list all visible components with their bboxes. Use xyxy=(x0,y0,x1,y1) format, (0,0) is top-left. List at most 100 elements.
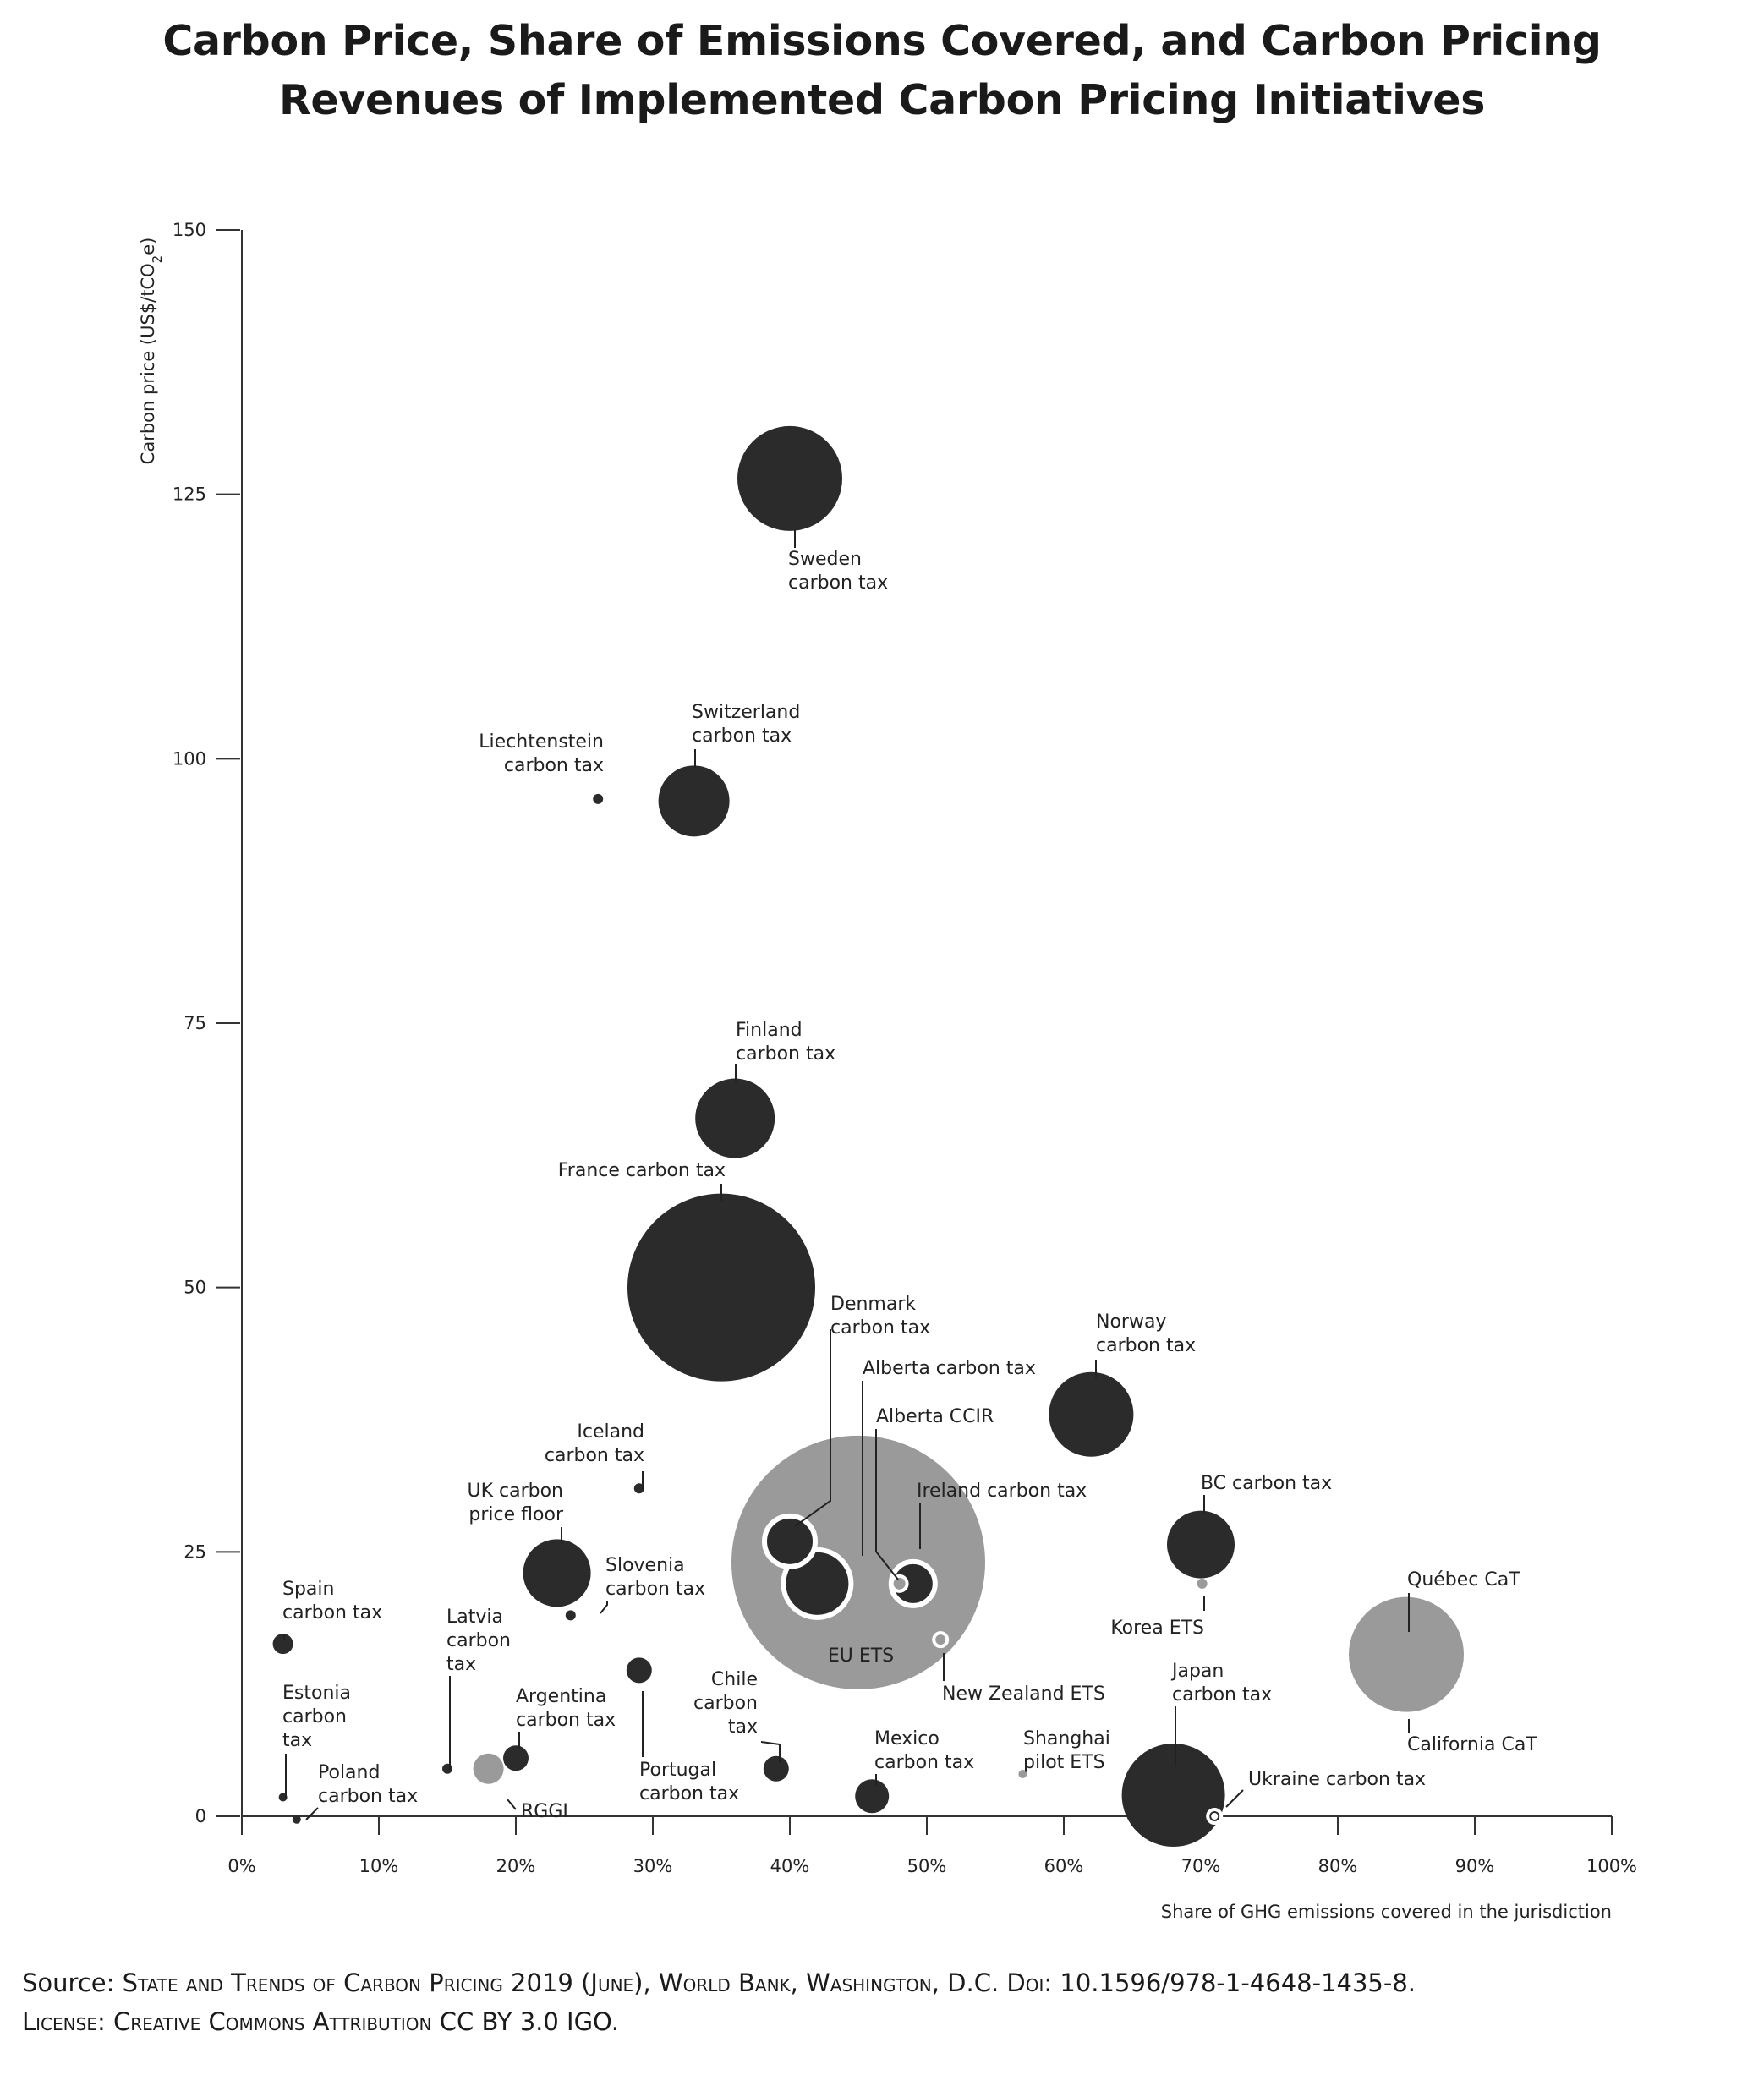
bubble-poland-carbon-tax xyxy=(292,1815,301,1824)
label-line: Sweden xyxy=(788,549,862,570)
bubble-iceland-carbon-tax xyxy=(633,1483,644,1494)
label-line: carbon tax xyxy=(874,1752,974,1773)
label-norway-carbon-tax: Norway carbon tax xyxy=(1096,1311,1196,1356)
label-line: New Zealand ETS xyxy=(942,1684,1105,1705)
x-tick-label: 100% xyxy=(1586,1856,1637,1876)
label-line: carbon tax xyxy=(504,755,604,776)
bubble-mexico-carbon-tax xyxy=(855,1779,890,1814)
label-line: Iceland xyxy=(577,1421,644,1443)
label-line: Poland xyxy=(318,1762,380,1783)
leader-slovenia-carbon-tax xyxy=(600,1601,608,1614)
label-line: Estonia xyxy=(282,1683,351,1704)
bubble-switzerland-carbon-tax xyxy=(658,765,730,837)
bubble-liechtenstein-carbon-tax xyxy=(593,793,604,804)
bubble-chart: 0 25 50 75 100 125 150 0% 10% 20% 30% 40% 50% 60% 70% 8… xyxy=(138,220,1637,1922)
bubble-slovenia-carbon-tax xyxy=(565,1610,576,1621)
label-line: carbon tax xyxy=(1096,1335,1196,1356)
label-line: Finland xyxy=(736,1020,803,1041)
label-rggi: RGGI xyxy=(521,1801,568,1822)
label-uk-carbon-price-floor: UK carbon price floor xyxy=(467,1481,563,1525)
leader-rggi xyxy=(507,1799,517,1810)
label-line: EU ETS xyxy=(828,1645,894,1667)
label-line: Ireland carbon tax xyxy=(917,1481,1087,1502)
label-line: carbon tax xyxy=(1172,1684,1272,1705)
x-tick-label: 80% xyxy=(1318,1856,1358,1876)
bubble-eu-ets xyxy=(731,1435,985,1689)
label-line: Shanghai xyxy=(1023,1728,1110,1749)
label-line: carbon tax xyxy=(639,1783,739,1804)
label-line: carbon tax xyxy=(692,725,792,747)
source-line-1: Source: State and Trends of Carbon Prici… xyxy=(22,1963,1747,2002)
label-france-carbon-tax: France carbon tax xyxy=(558,1160,726,1181)
label-line: Japan xyxy=(1170,1661,1224,1682)
bubble-rggi xyxy=(473,1753,504,1784)
leader-poland-carbon-tax xyxy=(305,1807,319,1820)
label-line: carbon tax xyxy=(545,1445,644,1466)
label-finland-carbon-tax: Finland carbon tax xyxy=(736,1020,835,1065)
bubble-uk-carbon-price-floor xyxy=(523,1539,591,1607)
x-tick-label: 40% xyxy=(770,1856,810,1876)
label-line: Mexico xyxy=(874,1728,940,1749)
label-line: France carbon tax xyxy=(558,1160,726,1181)
x-tick-label: 90% xyxy=(1455,1856,1495,1876)
label-line: Norway xyxy=(1096,1311,1166,1333)
leader-alberta-ccir xyxy=(875,1429,899,1580)
label-line: carbon tax xyxy=(318,1786,418,1807)
bubble-latvia-carbon-tax xyxy=(442,1763,452,1774)
label-line: Liechtenstein xyxy=(479,731,604,753)
label-line: carbon tax xyxy=(605,1579,705,1600)
chart-title-line-1: Carbon Price, Share of Emissions Covered… xyxy=(162,17,1602,65)
label-line: tax xyxy=(728,1716,758,1738)
label-line: carbon tax xyxy=(282,1602,382,1623)
label-line: carbon tax xyxy=(830,1317,930,1339)
bubble-denmark-carbon-tax xyxy=(762,1513,818,1569)
label-estonia-carbon-tax: Estonia carbon tax xyxy=(282,1683,351,1751)
label-line: carbon tax xyxy=(736,1043,835,1065)
label-new-zealand-ets: New Zealand ETS xyxy=(942,1684,1105,1705)
label-line: California CaT xyxy=(1407,1734,1537,1755)
label-poland-carbon-tax: Poland carbon tax xyxy=(318,1762,418,1807)
label-eu-ets: EU ETS xyxy=(828,1645,894,1667)
y-tick-label: 75 xyxy=(184,1013,206,1033)
label-quebec-cat: Québec CaT xyxy=(1407,1569,1520,1590)
label-line: Argentina xyxy=(516,1686,606,1707)
label-sweden-carbon-tax: Sweden carbon tax xyxy=(788,549,888,594)
label-korea-ets: Korea ETS xyxy=(1110,1618,1204,1639)
label-alberta-carbon-tax: Alberta carbon tax xyxy=(863,1358,1036,1379)
x-axis-title: Share of GHG emissions covered in the ju… xyxy=(1161,1902,1612,1922)
chart-title: Carbon Price, Share of Emissions Covered… xyxy=(0,12,1764,130)
x-tick-label: 0% xyxy=(227,1856,255,1876)
source-citation: State and Trends of Carbon Pricing 2019 … xyxy=(122,1968,1416,1997)
label-line: Slovenia xyxy=(605,1555,685,1576)
label-argentina-carbon-tax: Argentina carbon tax xyxy=(516,1686,616,1731)
label-line: Chile xyxy=(711,1669,758,1690)
bubble-korea-ets xyxy=(1197,1578,1208,1589)
bubbles xyxy=(272,425,1464,1847)
bubble-core-ukraine-carbon-tax xyxy=(1211,1813,1219,1820)
bubble-norway-carbon-tax xyxy=(1049,1371,1134,1457)
label-line: carbon xyxy=(282,1706,347,1727)
label-line: Portugal xyxy=(639,1760,716,1781)
license-line: License: Creative Commons Attribution CC… xyxy=(22,2007,619,2036)
bubble-shanghai-pilot-ets xyxy=(1018,1769,1027,1778)
x-tick-label: 60% xyxy=(1044,1856,1084,1876)
leader-lines xyxy=(283,530,1410,1820)
label-denmark-carbon-tax: Denmark carbon tax xyxy=(830,1294,930,1339)
label-iceland-carbon-tax: Iceland carbon tax xyxy=(545,1421,644,1466)
bubble-california-cat xyxy=(1349,1596,1464,1712)
bubble-bc-carbon-tax xyxy=(1167,1510,1235,1579)
leader-chile-carbon-tax xyxy=(760,1741,781,1763)
x-tick-label: 20% xyxy=(496,1856,536,1876)
bubble-chile-carbon-tax xyxy=(763,1755,789,1782)
chart-title-line-2: Revenues of Implemented Carbon Pricing I… xyxy=(278,76,1486,124)
label-line: price floor xyxy=(468,1504,564,1525)
bubble-japan-carbon-tax xyxy=(1121,1743,1225,1847)
x-tick-label: 30% xyxy=(633,1856,673,1876)
y-tick-label: 0 xyxy=(195,1806,206,1826)
label-portugal-carbon-tax: Portugal carbon tax xyxy=(639,1760,739,1804)
label-line: pilot ETS xyxy=(1023,1752,1105,1773)
leader-denmark-carbon-tax xyxy=(794,1329,831,1527)
bubble-finland-carbon-tax xyxy=(695,1078,775,1158)
label-line: RGGI xyxy=(521,1801,568,1822)
